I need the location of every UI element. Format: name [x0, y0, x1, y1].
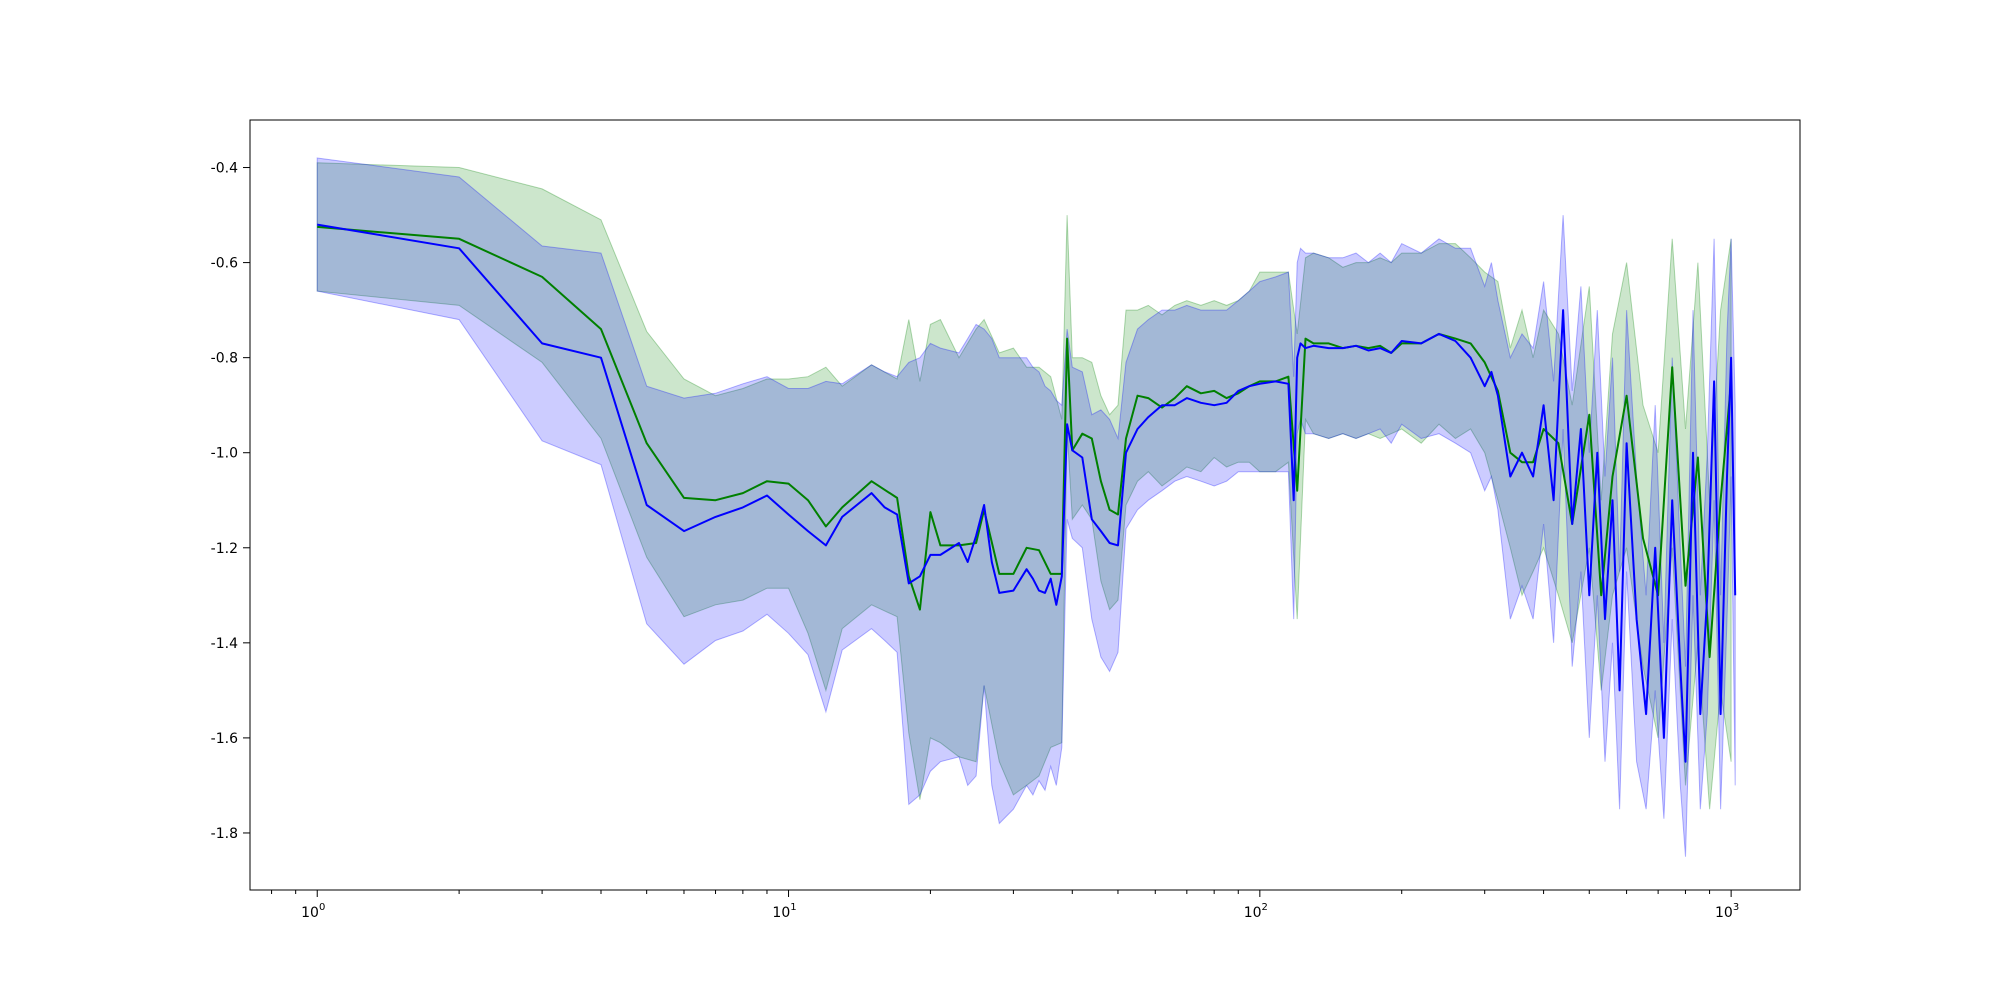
- y-tick-label: -1.6: [211, 731, 238, 747]
- y-tick-label: -1.0: [211, 446, 238, 462]
- y-tick-label: -0.6: [211, 256, 238, 272]
- y-tick-label: -0.8: [211, 351, 238, 367]
- x-tick-label: 103: [1715, 902, 1739, 921]
- x-tick-label: 100: [301, 902, 325, 921]
- y-tick-label: -1.8: [211, 826, 238, 842]
- x-tick-label: 102: [1244, 902, 1268, 921]
- y-tick-label: -0.4: [211, 161, 238, 177]
- confidence-bands: [316, 157, 1736, 857]
- series-2-line: [317, 223, 1737, 763]
- y-tick-label: -1.4: [211, 636, 238, 652]
- y-tick-label: -1.2: [211, 541, 238, 557]
- series-1-band: [316, 162, 1732, 810]
- series-2-band: [316, 157, 1736, 857]
- series-1-line: [317, 225, 1733, 659]
- series-lines: [317, 223, 1737, 763]
- plot-frame: [249, 119, 1801, 891]
- x-tick-label: 101: [772, 902, 796, 921]
- x-axis: 100 101 102 103: [271, 890, 1739, 921]
- y-axis: -0.4 -0.6 -0.8 -1.0 -1.2 -1.4 -1.6 -1.8: [211, 161, 250, 842]
